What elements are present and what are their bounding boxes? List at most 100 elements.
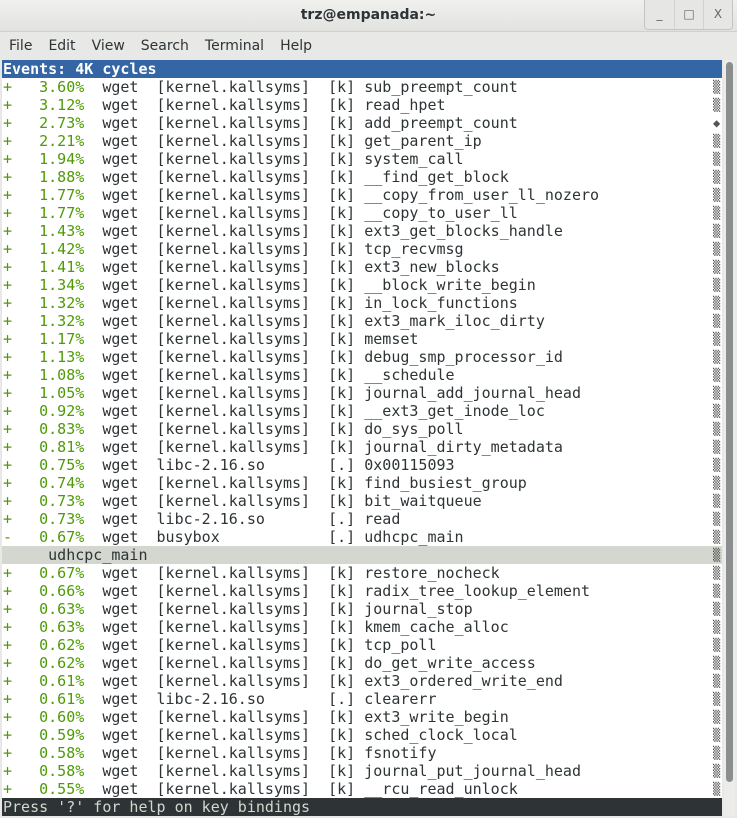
row-symbol: udhcpc_main (364, 528, 464, 546)
table-row[interactable]: + 0.61% wget [kernel.kallsyms] [k] ext3_… (2, 672, 722, 690)
row-command: wget (102, 708, 139, 726)
callchain-row[interactable]: udhcpc_main ▒ (2, 546, 722, 564)
row-percent: 0.67% (39, 564, 85, 582)
table-row[interactable]: + 0.59% wget [kernel.kallsyms] [k] sched… (2, 726, 722, 744)
row-percent: 0.75% (39, 456, 85, 474)
table-row[interactable]: + 0.83% wget [kernel.kallsyms] [k] do_sy… (2, 420, 722, 438)
table-row[interactable]: + 0.74% wget [kernel.kallsyms] [k] find_… (2, 474, 722, 492)
row-type: [k] (328, 132, 356, 150)
row-sign: + (3, 276, 13, 294)
table-row[interactable]: + 0.62% wget [kernel.kallsyms] [k] do_ge… (2, 654, 722, 672)
table-row[interactable]: + 3.12% wget [kernel.kallsyms] [k] read_… (2, 96, 722, 114)
table-row[interactable]: + 1.05% wget [kernel.kallsyms] [k] journ… (2, 384, 722, 402)
table-row[interactable]: + 0.62% wget [kernel.kallsyms] [k] tcp_p… (2, 636, 722, 654)
table-row[interactable]: + 1.17% wget [kernel.kallsyms] [k] memse… (2, 330, 722, 348)
table-row[interactable]: + 1.42% wget [kernel.kallsyms] [k] tcp_r… (2, 240, 722, 258)
table-row[interactable]: + 2.73% wget [kernel.kallsyms] [k] add_p… (2, 114, 722, 132)
row-symbol: __find_get_block (364, 168, 509, 186)
table-row[interactable]: + 0.58% wget [kernel.kallsyms] [k] journ… (2, 762, 722, 780)
row-command: wget (102, 744, 139, 762)
table-row[interactable]: - 0.67% wget busybox [.] udhcpc_main ▒ (2, 528, 722, 546)
row-symbol: journal_stop (364, 600, 473, 618)
table-row[interactable]: + 0.60% wget [kernel.kallsyms] [k] ext3_… (2, 708, 722, 726)
row-sign: + (3, 240, 13, 258)
maximize-button[interactable]: □ (674, 0, 703, 29)
callchain-symbol: udhcpc_main (48, 546, 148, 564)
scroll-marker-icon: ▒ (713, 278, 721, 292)
row-dso: libc-2.16.so (156, 456, 265, 474)
row-type: [k] (328, 654, 356, 672)
row-type: [k] (328, 276, 356, 294)
row-dso: [kernel.kallsyms] (156, 330, 311, 348)
table-row[interactable]: + 1.41% wget [kernel.kallsyms] [k] ext3_… (2, 258, 722, 276)
row-percent: 0.62% (39, 654, 85, 672)
table-row[interactable]: + 0.73% wget libc-2.16.so [.] read ▒ (2, 510, 722, 528)
minimize-button[interactable]: _ (656, 7, 663, 21)
row-symbol: ext3_mark_iloc_dirty (364, 312, 545, 330)
table-row[interactable]: + 0.63% wget [kernel.kallsyms] [k] journ… (2, 600, 722, 618)
menu-file[interactable]: File (9, 38, 33, 54)
row-percent: 1.41% (39, 258, 85, 276)
menu-edit[interactable]: Edit (48, 38, 76, 54)
menu-help[interactable]: Help (280, 38, 312, 54)
table-row[interactable]: + 0.73% wget [kernel.kallsyms] [k] bit_w… (2, 492, 722, 510)
row-type: [k] (328, 636, 356, 654)
table-row[interactable]: + 3.60% wget [kernel.kallsyms] [k] sub_p… (2, 78, 722, 96)
menu-terminal[interactable]: Terminal (204, 38, 265, 54)
table-row[interactable]: + 1.08% wget [kernel.kallsyms] [k] __sch… (2, 366, 722, 384)
terminal-area[interactable]: Events: 4K cycles + 3.60% wget [kernel.k… (2, 60, 722, 816)
scroll-marker-icon: ▒ (713, 404, 721, 418)
row-sign: + (3, 438, 13, 456)
row-percent: 0.58% (39, 744, 85, 762)
table-row[interactable]: + 0.81% wget [kernel.kallsyms] [k] journ… (2, 438, 722, 456)
row-percent: 0.61% (39, 672, 85, 690)
row-dso: [kernel.kallsyms] (156, 366, 311, 384)
table-row[interactable]: + 2.21% wget [kernel.kallsyms] [k] get_p… (2, 132, 722, 150)
row-command: wget (102, 384, 139, 402)
table-row[interactable]: + 0.92% wget [kernel.kallsyms] [k] __ext… (2, 402, 722, 420)
row-percent: 0.81% (39, 438, 85, 456)
row-sign: + (3, 96, 13, 114)
table-row[interactable]: + 0.66% wget [kernel.kallsyms] [k] radix… (2, 582, 722, 600)
table-row[interactable]: + 1.32% wget [kernel.kallsyms] [k] ext3_… (2, 312, 722, 330)
menu-search[interactable]: Search (140, 38, 189, 54)
row-percent: 1.08% (39, 366, 85, 384)
scroll-marker-icon: ▒ (713, 386, 721, 400)
row-command: wget (102, 150, 139, 168)
scrollbar[interactable] (724, 60, 735, 816)
table-row[interactable]: + 0.67% wget [kernel.kallsyms] [k] resto… (2, 564, 722, 582)
table-row[interactable]: + 0.75% wget libc-2.16.so [.] 0x00115093… (2, 456, 722, 474)
row-command: wget (102, 330, 139, 348)
table-row[interactable]: + 1.88% wget [kernel.kallsyms] [k] __fin… (2, 168, 722, 186)
scroll-marker-icon: ▒ (713, 764, 721, 778)
scroll-marker-icon: ▒ (713, 440, 721, 454)
row-command: wget (102, 474, 139, 492)
table-row[interactable]: + 0.55% wget [kernel.kallsyms] [k] __rcu… (2, 780, 722, 798)
table-row[interactable]: + 1.43% wget [kernel.kallsyms] [k] ext3_… (2, 222, 722, 240)
table-row[interactable]: + 1.94% wget [kernel.kallsyms] [k] syste… (2, 150, 722, 168)
table-row[interactable]: + 1.13% wget [kernel.kallsyms] [k] debug… (2, 348, 722, 366)
row-sign: + (3, 114, 13, 132)
row-percent: 0.63% (39, 600, 85, 618)
table-row[interactable]: + 0.63% wget [kernel.kallsyms] [k] kmem_… (2, 618, 722, 636)
row-percent: 0.73% (39, 510, 85, 528)
scroll-marker-icon: ▒ (713, 350, 721, 364)
table-row[interactable]: + 1.77% wget [kernel.kallsyms] [k] __cop… (2, 186, 722, 204)
table-row[interactable]: + 0.58% wget [kernel.kallsyms] [k] fsnot… (2, 744, 722, 762)
row-command: wget (102, 762, 139, 780)
scroll-marker-icon: ▒ (713, 458, 721, 472)
table-row[interactable]: + 1.34% wget [kernel.kallsyms] [k] __blo… (2, 276, 722, 294)
table-row[interactable]: + 0.61% wget libc-2.16.so [.] clearerr ▒ (2, 690, 722, 708)
menu-view[interactable]: View (91, 38, 125, 54)
table-row[interactable]: + 1.32% wget [kernel.kallsyms] [k] in_lo… (2, 294, 722, 312)
row-dso: [kernel.kallsyms] (156, 780, 311, 798)
row-sign: + (3, 510, 13, 528)
row-symbol: ext3_new_blocks (364, 258, 500, 276)
table-row[interactable]: + 1.77% wget [kernel.kallsyms] [k] __cop… (2, 204, 722, 222)
scrollbar-thumb[interactable] (726, 62, 733, 782)
row-dso: [kernel.kallsyms] (156, 96, 311, 114)
row-dso: [kernel.kallsyms] (156, 708, 311, 726)
close-button[interactable]: X (703, 0, 732, 29)
scroll-marker-icon: ▒ (713, 656, 721, 670)
row-type: [k] (328, 96, 356, 114)
